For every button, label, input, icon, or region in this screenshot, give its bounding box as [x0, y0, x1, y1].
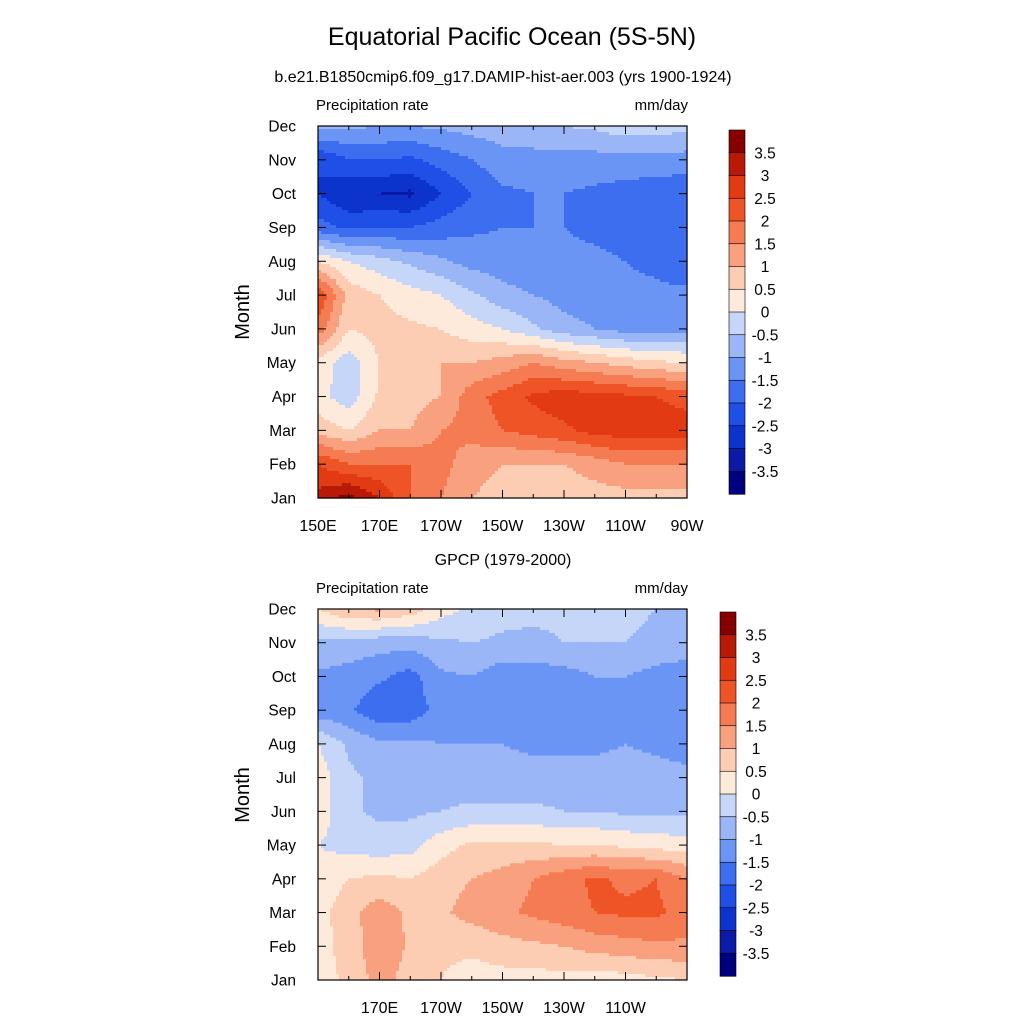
heatmap-field: [318, 126, 688, 499]
panel-model-plot-area: [318, 126, 688, 499]
panel-model-right-label: mm/day: [635, 97, 689, 114]
figure-title: Equatorial Pacific Ocean (5S-5N): [328, 23, 696, 51]
panel-model-left-label: Precipitation rate: [316, 97, 429, 114]
panel-model: b.e21.B1850cmip6.f09_g17.DAMIP-hist-aer.…: [232, 69, 778, 535]
panel-model-ylabel: Month: [232, 284, 254, 340]
panel-model-title: b.e21.B1850cmip6.f09_g17.DAMIP-hist-aer.…: [274, 69, 731, 86]
